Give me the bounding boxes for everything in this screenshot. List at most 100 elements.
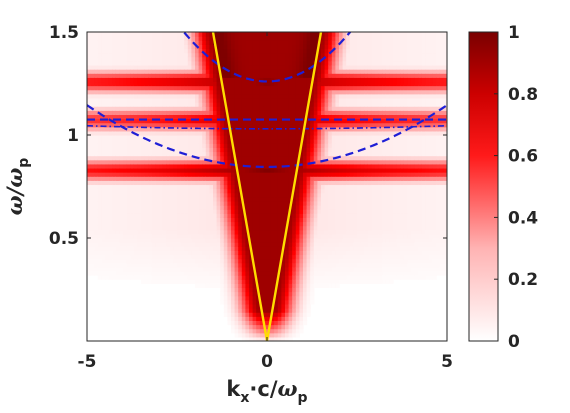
heatmap-cell [238, 287, 243, 293]
heatmap-cell [105, 275, 110, 280]
heatmap-cell [335, 147, 340, 153]
heatmap-cell [263, 279, 268, 284]
heatmap-cell [213, 262, 218, 268]
heatmap-cell [137, 213, 142, 218]
heatmap-cell [202, 258, 207, 264]
heatmap-cell [184, 56, 189, 62]
heatmap-cell [227, 275, 232, 280]
heatmap-cell [148, 143, 153, 148]
heatmap-cell [331, 200, 336, 206]
heatmap-cell [187, 52, 192, 58]
heatmap-cell [353, 69, 358, 74]
heatmap-cell [94, 130, 99, 136]
heatmap-cell [285, 242, 290, 247]
heatmap-cell [256, 275, 261, 280]
heatmap-cell [137, 192, 142, 198]
heatmap-cell [299, 36, 304, 41]
heatmap-cell [306, 167, 311, 173]
heatmap-cell [263, 225, 268, 231]
heatmap-cell [241, 36, 246, 41]
heatmap-cell [97, 275, 102, 280]
heatmap-cell [353, 233, 358, 239]
heatmap-cell [238, 172, 243, 177]
heatmap-cell [108, 217, 113, 223]
heatmap-cell [321, 32, 326, 37]
heatmap-cell [245, 287, 250, 293]
heatmap-cell [119, 200, 124, 206]
heatmap-cell [238, 213, 243, 218]
heatmap-cell [249, 270, 254, 276]
heatmap-cell [285, 147, 290, 153]
heatmap-cell [299, 93, 304, 99]
heatmap-cell [123, 64, 128, 70]
heatmap-cell [270, 287, 275, 293]
heatmap-cell [213, 172, 218, 177]
heatmap-cell [263, 143, 268, 148]
heatmap-cell [220, 56, 225, 62]
heatmap-cell [270, 275, 275, 280]
heatmap-cell [310, 60, 315, 66]
heatmap-cell [205, 225, 210, 231]
heatmap-cell [303, 172, 308, 177]
heatmap-cell [184, 172, 189, 177]
heatmap-cell [213, 200, 218, 206]
heatmap-cell [220, 64, 225, 70]
heatmap-cell [227, 303, 232, 309]
heatmap-cell [162, 48, 167, 54]
heatmap-cell [220, 205, 225, 210]
heatmap-cell [285, 85, 290, 91]
heatmap-cell [205, 283, 210, 289]
heatmap-cell [238, 106, 243, 111]
heatmap-cell [220, 139, 225, 144]
heatmap-cell [202, 114, 207, 120]
heatmap-cell [144, 143, 149, 148]
heatmap-cell [317, 102, 322, 107]
heatmap-cell [306, 196, 311, 202]
heatmap-cell [249, 180, 254, 186]
heatmap-cell [94, 40, 99, 45]
heatmap-cell [321, 192, 326, 198]
heatmap-cell [198, 56, 203, 62]
heatmap-cell [130, 238, 135, 243]
heatmap-cell [313, 188, 318, 194]
heatmap-cell [357, 155, 362, 161]
heatmap-cell [274, 176, 279, 181]
heatmap-cell [108, 176, 113, 181]
heatmap-cell [90, 97, 95, 103]
heatmap-cell [159, 106, 164, 111]
heatmap-cell [281, 52, 286, 58]
heatmap-cell [166, 114, 171, 120]
heatmap-cell [94, 176, 99, 181]
heatmap-cell [195, 102, 200, 107]
heatmap-cell [342, 258, 347, 264]
heatmap-cell [313, 209, 318, 214]
heatmap-cell [263, 188, 268, 194]
heatmap-cell [227, 44, 232, 50]
heatmap-cell [195, 122, 200, 128]
heatmap-cell [331, 36, 336, 41]
heatmap-cell [353, 44, 358, 50]
heatmap-cell [173, 69, 178, 74]
heatmap-cell [360, 225, 365, 231]
heatmap-cell [227, 192, 232, 198]
heatmap-cell [94, 172, 99, 177]
heatmap-cell [180, 81, 185, 87]
heatmap-cell [335, 48, 340, 54]
heatmap-cell [177, 279, 182, 284]
heatmap-cell [184, 64, 189, 70]
heatmap-cell [285, 93, 290, 99]
heatmap-cell [115, 122, 120, 128]
heatmap-cell [303, 36, 308, 41]
heatmap-cell [119, 114, 124, 120]
heatmap-cell [295, 97, 300, 103]
heatmap-cell [267, 176, 272, 181]
heatmap-cell [227, 110, 232, 115]
heatmap-cell [187, 69, 192, 74]
heatmap-cell [295, 275, 300, 280]
heatmap-cell [148, 188, 153, 194]
heatmap-cell [105, 69, 110, 74]
heatmap-cell [299, 159, 304, 165]
heatmap-cell [133, 192, 138, 198]
heatmap-cell [292, 32, 297, 37]
heatmap-cell [198, 139, 203, 144]
